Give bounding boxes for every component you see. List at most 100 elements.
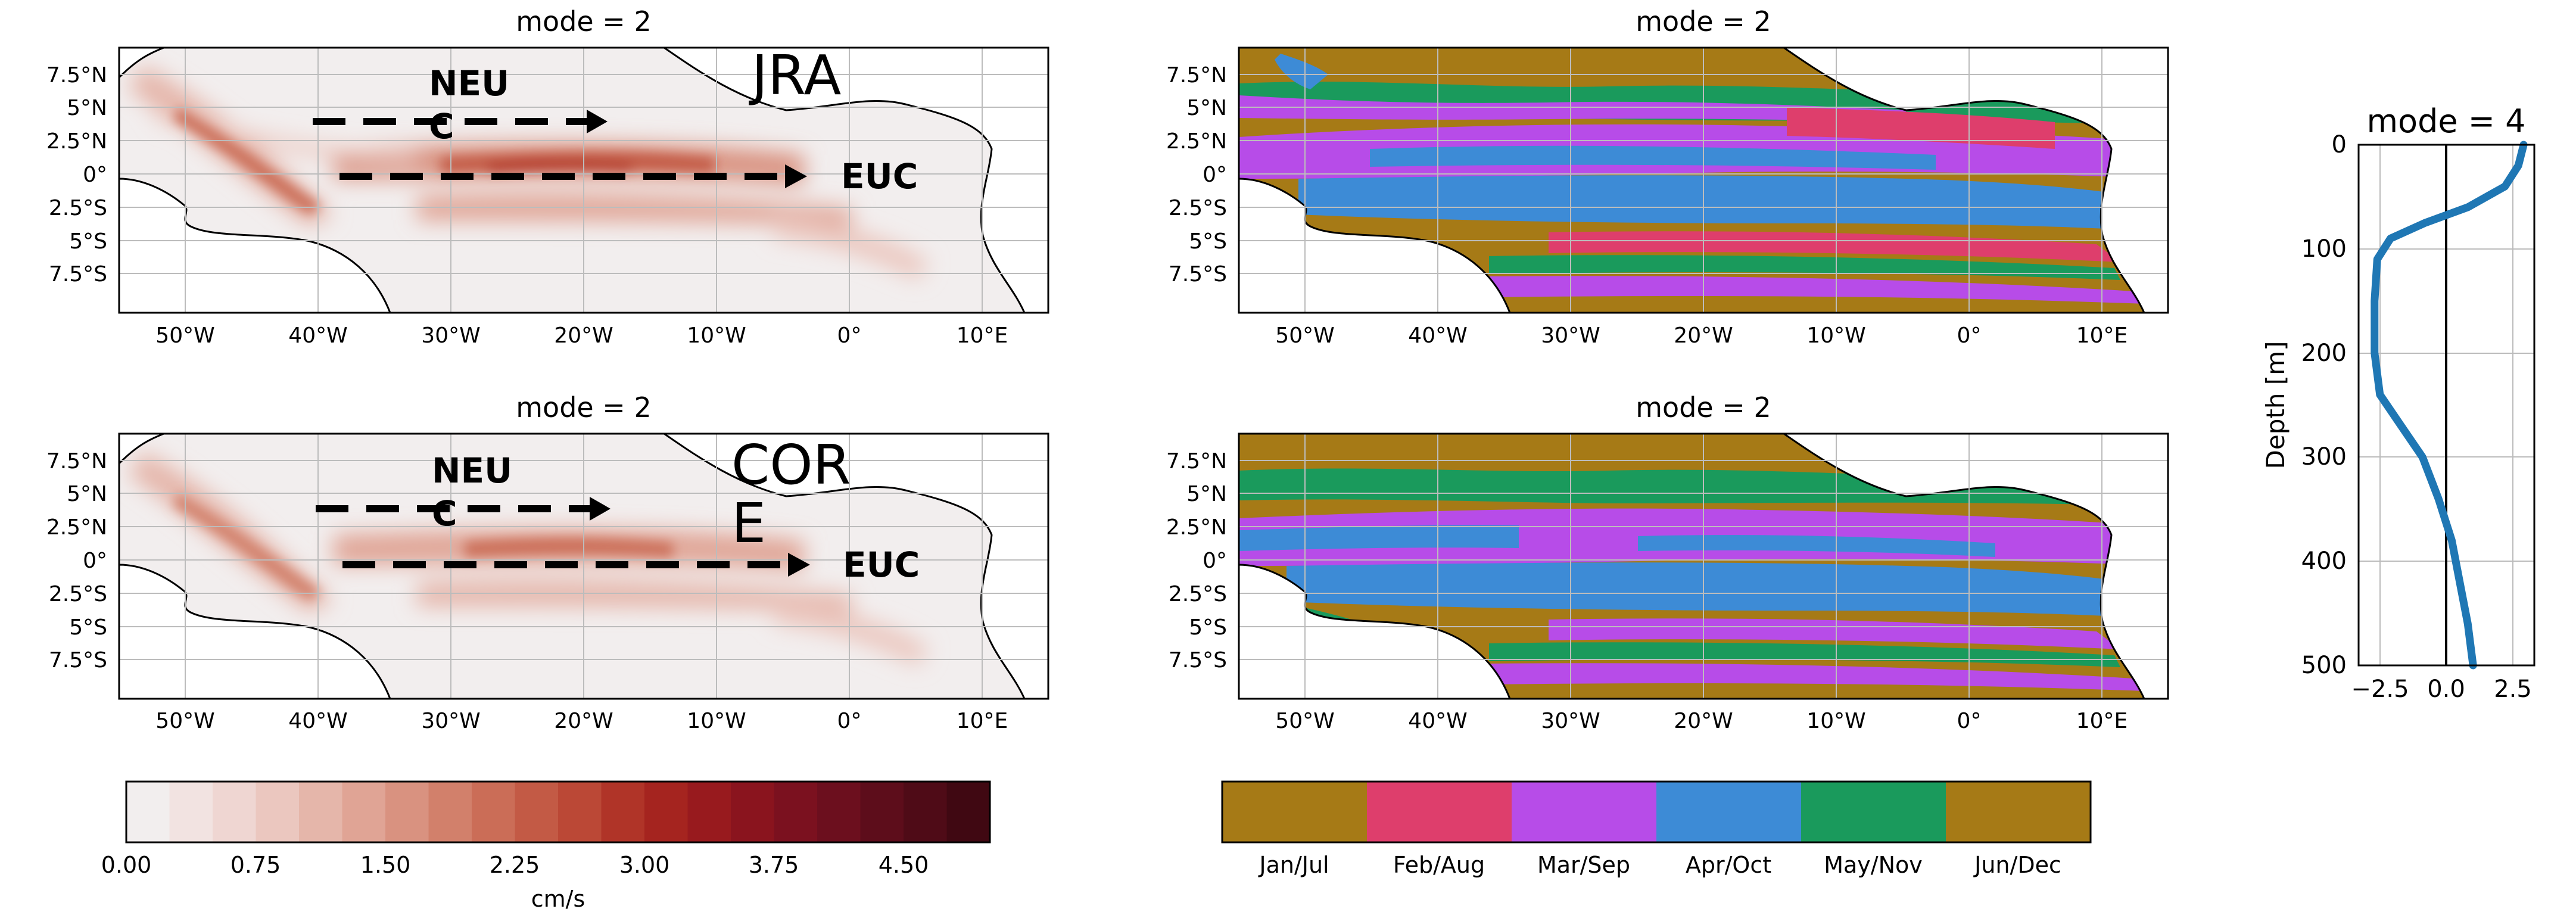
profile-title: mode = 4 bbox=[2366, 102, 2525, 140]
dataset-annotation: JRA bbox=[749, 43, 841, 107]
colorbar-category: Apr/Oct bbox=[1686, 852, 1771, 878]
profile-series-line bbox=[2371, 141, 2528, 670]
x-tick: 40°W bbox=[1408, 709, 1467, 733]
colorbar-level bbox=[299, 782, 343, 842]
colorbar-tick: 3.00 bbox=[619, 852, 670, 878]
x-tick: 10°E bbox=[2076, 709, 2128, 733]
colorbar-level bbox=[946, 782, 990, 842]
x-tick: 20°W bbox=[1674, 709, 1733, 733]
colorbar-level bbox=[687, 782, 731, 842]
colorbar-tick: 0.75 bbox=[230, 852, 281, 878]
colorbar-category-swatch bbox=[1656, 782, 1802, 842]
colorbar-category: May/Nov bbox=[1824, 852, 1923, 878]
africa-land bbox=[661, 46, 1049, 314]
neuc-label-c: C bbox=[429, 106, 454, 147]
y-tick: 2.5°S bbox=[49, 582, 107, 606]
colorbar-level bbox=[601, 782, 645, 842]
colorbar-level bbox=[774, 782, 818, 842]
y-tick: 5°N bbox=[1186, 482, 1227, 506]
colorbar-category: Jan/Jul bbox=[1258, 852, 1329, 878]
y-tick: 2.5°S bbox=[1169, 196, 1227, 220]
colorbar-category-swatch bbox=[1946, 782, 2091, 842]
colorbar-tick: 1.50 bbox=[360, 852, 411, 878]
x-tick: 40°W bbox=[288, 709, 347, 733]
y-tick: 5°S bbox=[1189, 615, 1227, 640]
y-tick: 7.5°S bbox=[49, 262, 107, 287]
colorbar-tick-labels: 0.00 0.75 1.50 2.25 3.00 3.75 4.50 bbox=[101, 852, 929, 878]
colorbar-category-swatch bbox=[1367, 782, 1512, 842]
panel-grid bbox=[119, 48, 1048, 313]
y-tick: 0° bbox=[1203, 549, 1227, 573]
panel-core-phase: mode = 2 50°W 40°W 30°W 20°W 10°W 0° 10°… bbox=[1166, 391, 2169, 733]
x-tick: 10°W bbox=[687, 709, 746, 733]
y-tick: 7.5°N bbox=[1166, 449, 1227, 474]
colorbar-tick: 4.50 bbox=[879, 852, 929, 878]
colorbar-level bbox=[472, 782, 516, 842]
colorbar-tick: 2.25 bbox=[490, 852, 540, 878]
south-america-land bbox=[118, 178, 392, 314]
colorbar-cells bbox=[1222, 782, 2091, 842]
x-tick-labels: 50°W 40°W 30°W 20°W 10°W 0° 10°E bbox=[155, 323, 1008, 348]
x-tick-labels: 50°W 40°W 30°W 20°W 10°W 0° 10°E bbox=[1275, 709, 2128, 733]
y-tick: 0 bbox=[2332, 131, 2347, 158]
panel-jra-phase: mode = 2 50°W 40°W 30°W 20°W 10°W 0° 10°… bbox=[1166, 5, 2169, 348]
y-tick: 2.5°N bbox=[46, 515, 107, 540]
x-tick: 30°W bbox=[1541, 323, 1600, 348]
colorbar-level bbox=[904, 782, 948, 842]
phase-colorbar: Jan/Jul Feb/Aug Mar/Sep Apr/Oct May/Nov … bbox=[1221, 780, 2092, 878]
y-tick: 7.5°S bbox=[1169, 648, 1227, 673]
africa-land bbox=[1781, 46, 2169, 314]
colorbar-level bbox=[860, 782, 904, 842]
colorbar-label: cm/s bbox=[531, 886, 585, 912]
panel-grid bbox=[1239, 48, 2168, 313]
colorbar-level bbox=[817, 782, 861, 842]
x-tick: 0° bbox=[837, 709, 862, 733]
panel-frame bbox=[1238, 432, 2169, 700]
colorbar-category: Jun/Dec bbox=[1973, 852, 2061, 878]
panel-vertical-profile: mode = 4 0 100 200 300 400 500 −2.5 0.0 … bbox=[2261, 102, 2535, 703]
x-tick: 10°E bbox=[2076, 323, 2128, 348]
colorbar-category-swatch bbox=[1801, 782, 1946, 842]
x-tick-labels: 50°W 40°W 30°W 20°W 10°W 0° 10°E bbox=[1275, 323, 2128, 348]
panel-title: mode = 2 bbox=[1636, 5, 1771, 38]
dataset-annotation: COR bbox=[731, 433, 851, 497]
neuc-arrowhead bbox=[587, 110, 608, 133]
x-tick: 20°W bbox=[1674, 323, 1733, 348]
colorbar-frame bbox=[125, 780, 991, 844]
euc-label: EUC bbox=[841, 156, 918, 197]
colorbar-level bbox=[731, 782, 775, 842]
y-tick: 300 bbox=[2301, 443, 2347, 471]
x-tick: 30°W bbox=[421, 323, 480, 348]
y-tick: 2.5°S bbox=[1169, 582, 1227, 606]
colorbar-level bbox=[169, 782, 213, 842]
profile-y-tick-labels: 0 100 200 300 400 500 bbox=[2301, 131, 2347, 679]
x-tick: 50°W bbox=[1275, 323, 1334, 348]
colorbar-category-swatch bbox=[1222, 782, 1368, 842]
africa-land bbox=[661, 432, 1049, 700]
x-tick: 50°W bbox=[155, 323, 214, 348]
colorbar-category: Feb/Aug bbox=[1393, 852, 1485, 878]
profile-x-tick-labels: −2.5 0.0 2.5 bbox=[2351, 676, 2531, 703]
x-tick: 30°W bbox=[1541, 709, 1600, 733]
y-tick: 5°N bbox=[67, 96, 107, 120]
y-tick: 0° bbox=[83, 549, 107, 573]
x-tick: 0° bbox=[1957, 709, 1982, 733]
y-tick: 7.5°N bbox=[1166, 63, 1227, 88]
x-tick-labels: 50°W 40°W 30°W 20°W 10°W 0° 10°E bbox=[155, 709, 1008, 733]
x-tick: 40°W bbox=[1408, 323, 1467, 348]
colorbar-frame bbox=[1221, 780, 2092, 844]
panel-title: mode = 2 bbox=[1636, 391, 1771, 424]
y-tick: 5°N bbox=[1186, 96, 1227, 120]
colorbar-tick-labels: Jan/Jul Feb/Aug Mar/Sep Apr/Oct May/Nov … bbox=[1258, 852, 2061, 878]
y-tick-labels: 7.5°N 5°N 2.5°N 0° 2.5°S 5°S 7.5°S bbox=[1166, 63, 1227, 287]
panel-title: mode = 2 bbox=[516, 5, 652, 38]
neuc-arrowhead bbox=[590, 497, 610, 521]
colorbar-level bbox=[644, 782, 689, 842]
x-tick: 0° bbox=[1957, 323, 1982, 348]
panel-jra-velocity: NEU C EUC JRA mode = 2 50°W 40°W 30°W 20… bbox=[46, 5, 1049, 348]
y-tick: 0° bbox=[1203, 163, 1227, 187]
y-tick: 2.5°N bbox=[1166, 515, 1227, 540]
colorbar-level bbox=[213, 782, 257, 842]
x-tick: 10°W bbox=[687, 323, 746, 348]
